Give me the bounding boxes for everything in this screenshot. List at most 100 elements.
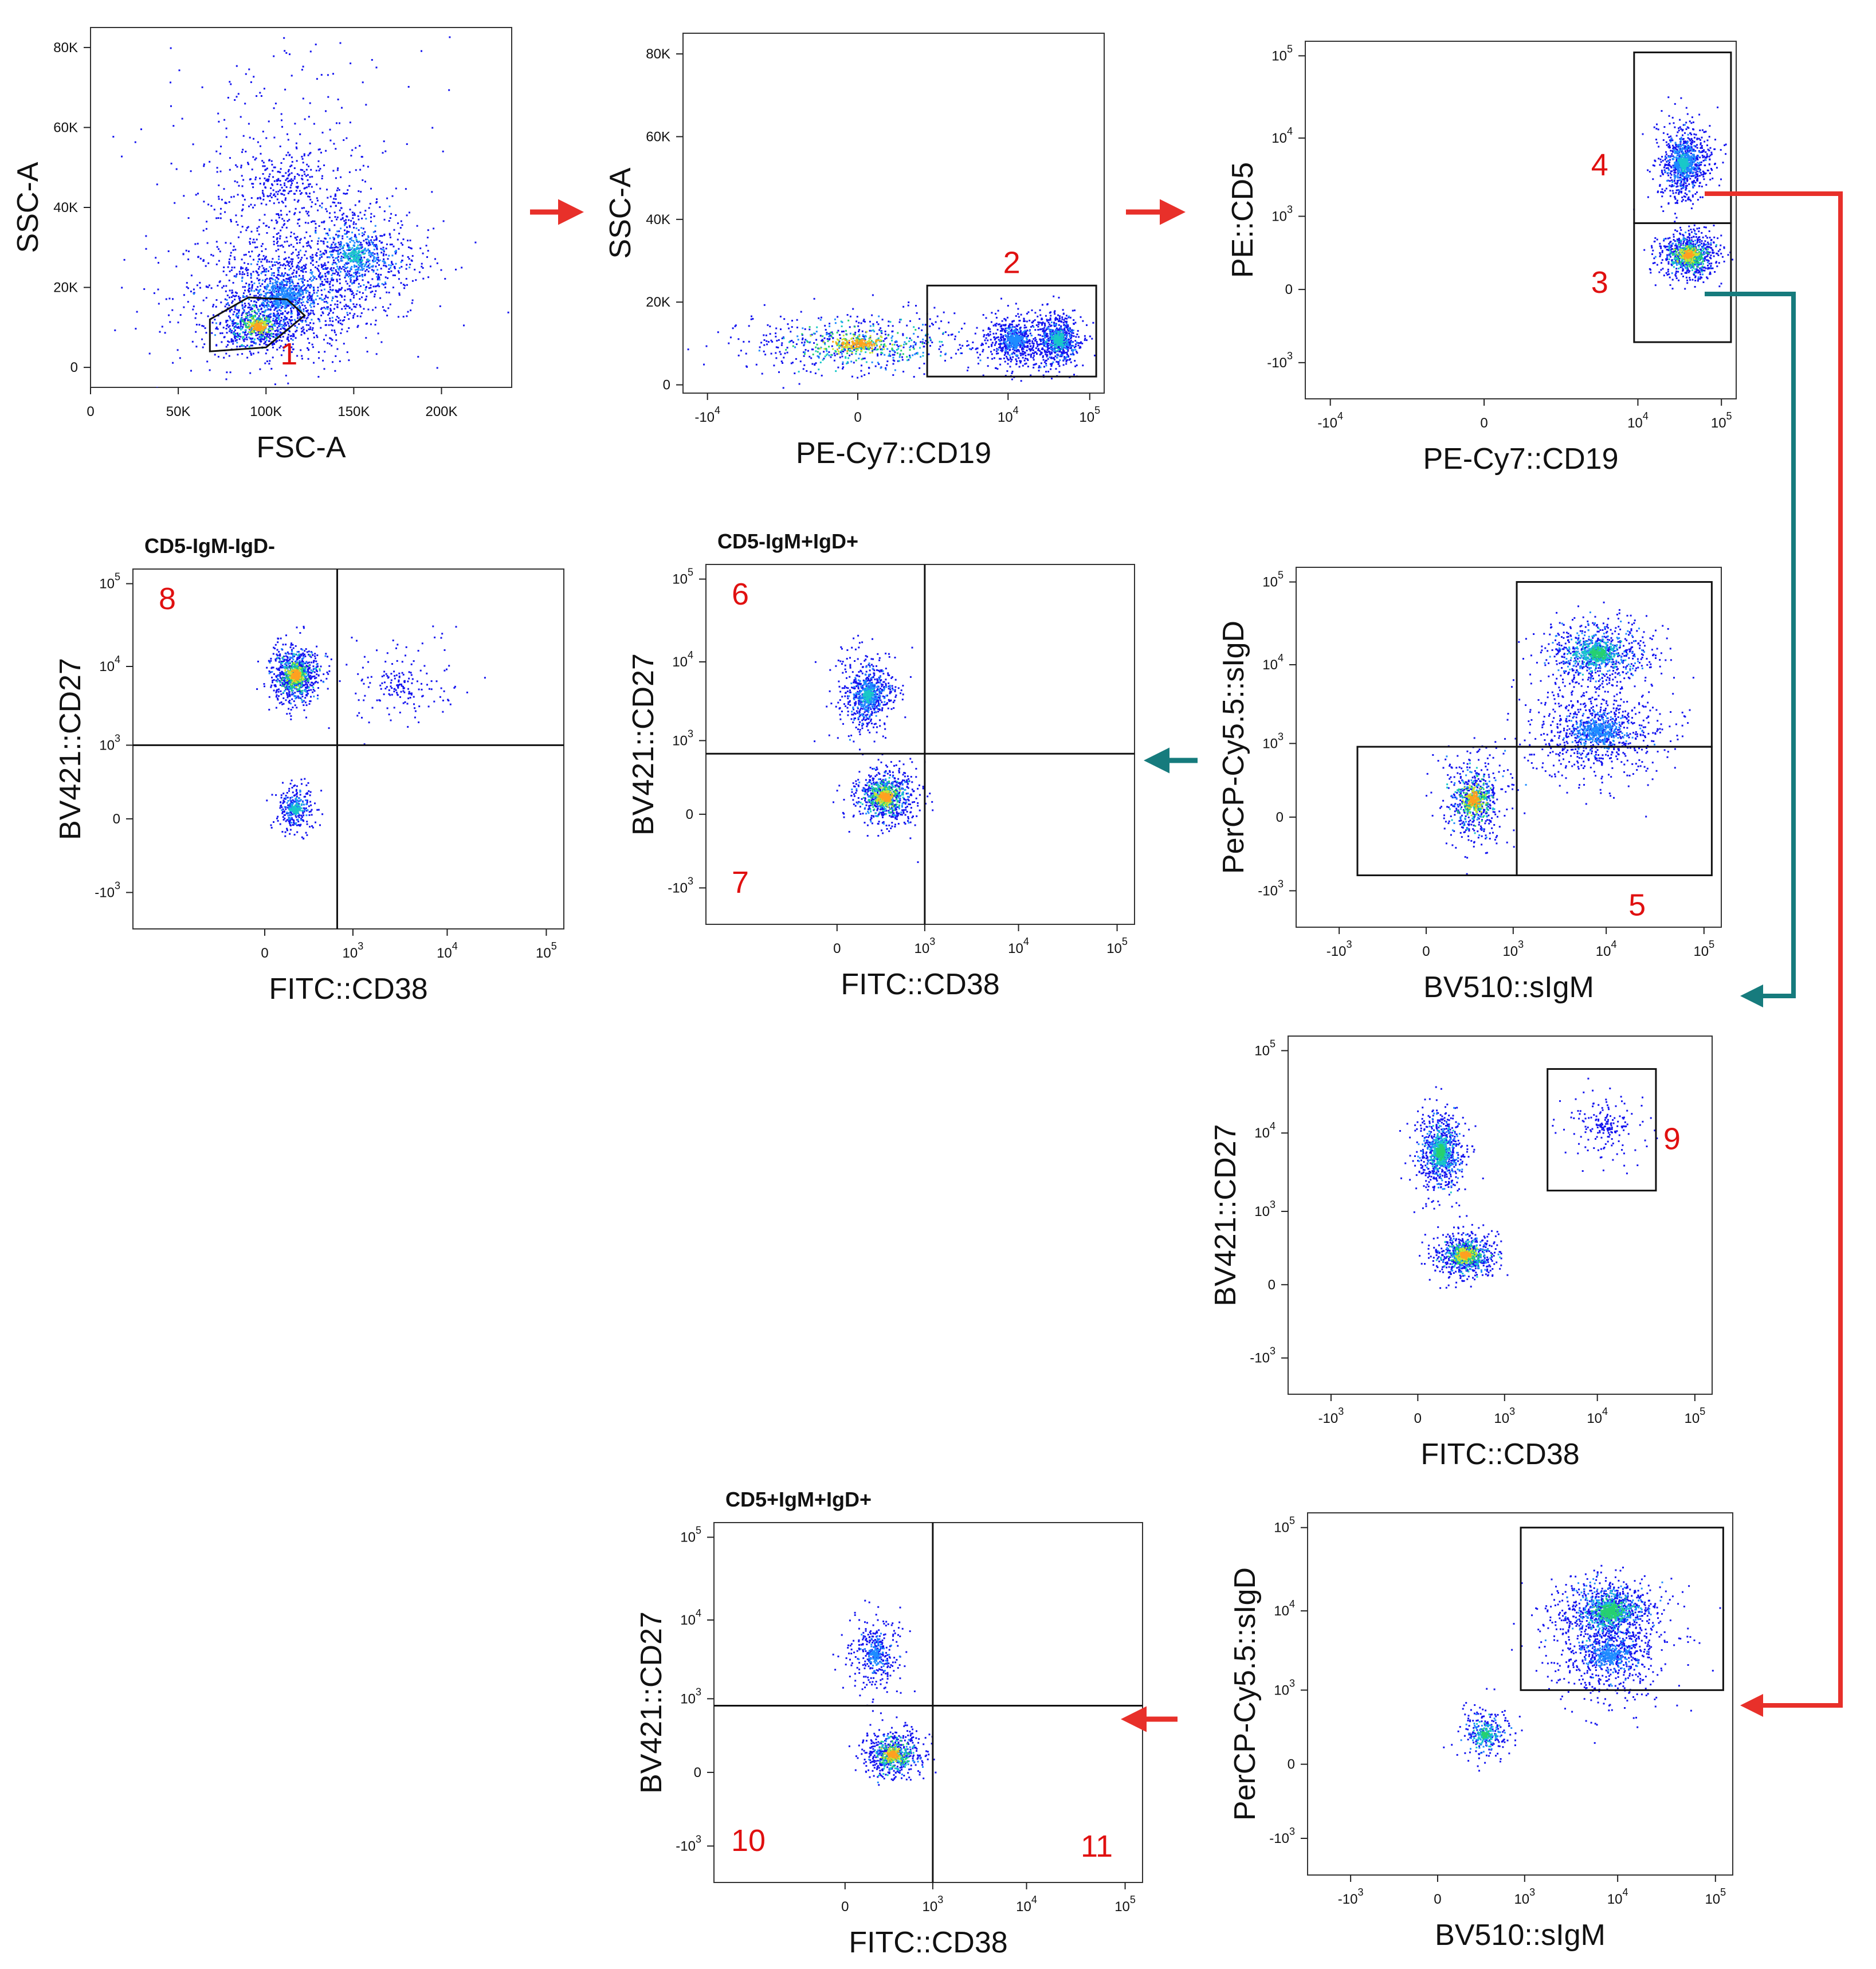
event-dot <box>312 322 315 324</box>
event-dot <box>286 281 289 283</box>
event-dot <box>217 356 219 358</box>
event-dot <box>372 260 374 262</box>
event-dot <box>390 270 393 272</box>
event-dot <box>191 340 194 343</box>
event-dot <box>892 325 894 327</box>
event-dot <box>242 208 244 210</box>
event-dot <box>289 296 292 299</box>
event-dot <box>242 271 244 273</box>
event-dot <box>755 363 758 366</box>
event-dot <box>317 351 320 353</box>
event-dot <box>923 346 925 348</box>
event-dot <box>256 322 258 324</box>
event-dot <box>372 231 375 233</box>
event-dot <box>276 301 278 304</box>
event-dot <box>336 230 339 233</box>
event-dot <box>351 149 354 151</box>
event-dot <box>251 285 253 288</box>
event-dot <box>995 313 996 315</box>
event-dot <box>877 337 880 339</box>
event-dot <box>845 339 847 341</box>
event-dot <box>373 258 375 260</box>
event-dot <box>785 348 787 351</box>
event-dot <box>273 272 275 274</box>
event-dot <box>866 344 868 347</box>
event-dot <box>969 348 971 350</box>
event-dot <box>1023 344 1025 347</box>
event-dot <box>367 264 370 266</box>
event-dot <box>320 315 323 316</box>
event-dot <box>305 264 307 266</box>
event-dot <box>299 316 301 318</box>
event-dot <box>214 334 216 336</box>
event-dot <box>308 195 311 198</box>
event-dot <box>276 306 278 308</box>
event-dot <box>329 288 331 291</box>
event-dot <box>291 160 293 163</box>
event-dot <box>282 336 284 338</box>
event-dot <box>236 312 238 315</box>
event-dot <box>272 265 274 267</box>
event-dot <box>809 326 811 328</box>
event-dot <box>330 338 332 340</box>
event-dot <box>353 295 355 297</box>
event-dot <box>899 319 901 321</box>
event-dot <box>336 306 339 308</box>
event-dot <box>794 346 796 348</box>
event-dot <box>280 302 282 304</box>
event-dot <box>335 319 337 321</box>
event-dot <box>299 306 301 308</box>
event-dot <box>855 340 858 343</box>
event-dot <box>803 341 806 343</box>
event-dot <box>1025 331 1027 333</box>
event-dot <box>235 315 237 317</box>
event-dot <box>1022 364 1024 367</box>
event-dot <box>282 158 285 160</box>
event-dot <box>993 336 995 339</box>
event-dot <box>983 334 986 336</box>
event-dot <box>371 278 374 280</box>
event-dot <box>325 208 327 210</box>
event-dot <box>262 328 265 330</box>
event-dot <box>378 260 380 262</box>
event-dot <box>274 319 277 321</box>
event-dot <box>1015 358 1017 360</box>
event-dot <box>355 249 357 251</box>
event-dot <box>250 281 253 283</box>
event-dot <box>363 233 365 236</box>
event-dot <box>972 342 974 343</box>
event-dot <box>286 284 288 287</box>
event-dot <box>327 74 329 76</box>
event-dot <box>247 162 249 164</box>
event-dot <box>224 201 226 203</box>
event-dot <box>245 316 247 318</box>
event-dot <box>317 303 319 305</box>
event-dot <box>298 253 300 256</box>
event-dot <box>327 234 329 236</box>
event-dot <box>301 355 303 357</box>
event-dot <box>234 291 237 293</box>
event-dot <box>296 355 299 357</box>
event-dot <box>218 184 220 186</box>
event-dot <box>888 320 890 323</box>
event-dot <box>818 368 820 371</box>
event-dot <box>303 296 305 298</box>
event-dot <box>201 325 203 327</box>
event-dot <box>1011 321 1014 323</box>
event-dot <box>311 201 313 203</box>
event-dot <box>275 296 277 298</box>
event-dot <box>269 195 271 197</box>
event-dot <box>325 110 327 112</box>
event-dot <box>183 306 185 308</box>
event-dot <box>340 295 343 297</box>
event-dot <box>260 198 262 200</box>
event-dot <box>277 314 278 316</box>
event-dot <box>861 345 863 347</box>
event-dot <box>397 316 399 318</box>
event-dot <box>373 239 375 241</box>
event-dot <box>299 304 301 307</box>
event-dot <box>223 356 225 359</box>
event-dot <box>1002 347 1004 350</box>
event-dot <box>311 297 313 300</box>
event-dot <box>1037 325 1039 328</box>
